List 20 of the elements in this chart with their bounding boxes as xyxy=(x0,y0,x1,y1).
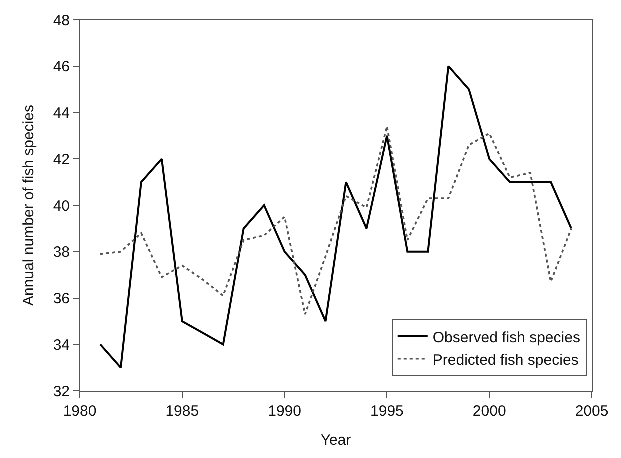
y-axis-title: Annual number of fish species xyxy=(20,105,38,306)
y-tick-label: 48 xyxy=(53,12,70,30)
y-tick-label: 38 xyxy=(53,244,70,262)
line-series xyxy=(100,126,572,316)
y-tick-label: 32 xyxy=(53,383,70,400)
legend-label: Observed fish species xyxy=(432,329,580,346)
y-tick-label: 44 xyxy=(53,105,70,122)
y-tick-label: 42 xyxy=(53,151,70,168)
y-tick-label: 36 xyxy=(53,290,70,308)
y-tick-label: 46 xyxy=(53,58,70,76)
y-tick-label: 40 xyxy=(53,198,70,215)
x-tick-label: 1985 xyxy=(166,403,200,420)
x-tick-label: 2000 xyxy=(472,403,506,420)
y-tick-label: 34 xyxy=(53,336,70,354)
legend-label: Predicted fish species xyxy=(432,352,579,369)
x-tick-label: 1980 xyxy=(63,403,97,420)
x-tick-label: 1995 xyxy=(370,403,404,420)
x-tick-label: 1990 xyxy=(268,403,302,420)
x-axis-title: Year xyxy=(320,432,352,449)
x-tick-label: 2005 xyxy=(575,403,609,420)
